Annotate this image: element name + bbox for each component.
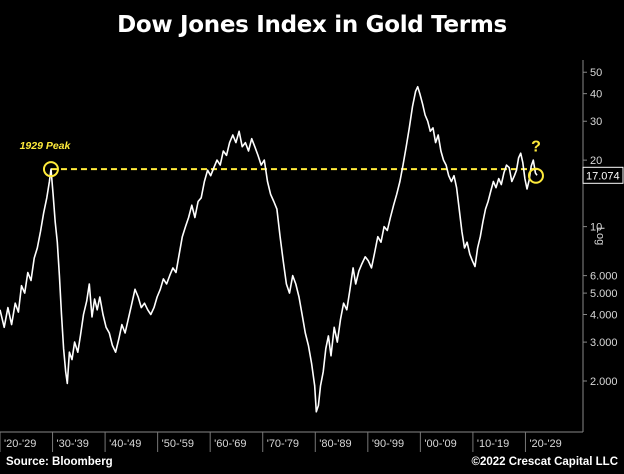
y-tick-label: 50 — [590, 67, 602, 79]
peak-label: 1929 Peak — [20, 140, 72, 152]
x-tick-label: '00-'09 — [424, 438, 456, 450]
y-tick-label: 2.000 — [590, 376, 618, 388]
x-tick-label: '30-'39 — [57, 438, 89, 450]
x-tick-label: '60-'69 — [214, 438, 246, 450]
y-tick-label: 5.000 — [590, 288, 618, 300]
y-tick-label: 3.000 — [590, 337, 618, 349]
copyright-note: ©2022 Crescat Capital LLC — [471, 456, 618, 468]
x-axis: '20-'29 '30-'39 '40-'49 '50-'59 '60-'69 '70-'… — [0, 431, 583, 452]
y-tick-label: 6.000 — [590, 271, 618, 283]
x-tick-label: '20-'29 — [4, 438, 36, 450]
last-value-label: 17.074 — [586, 170, 620, 182]
chart-title: Dow Jones Index in Gold Terms — [117, 12, 507, 38]
x-tick-label: '80-'89 — [319, 438, 351, 450]
y-tick-label: 30 — [590, 116, 602, 128]
x-tick-label: '70-'79 — [267, 438, 299, 450]
question-mark-label: ? — [531, 139, 541, 156]
x-tick-label: '40-'49 — [109, 438, 141, 450]
source-note: Source: Bloomberg — [6, 456, 113, 468]
current-marker — [527, 167, 544, 184]
y-axis: 2.000 3.000 4.000 5.000 6.000 10 20 30 40 50 — [582, 60, 618, 432]
last-value-box — [582, 166, 624, 184]
y-tick-label: 10 — [590, 222, 602, 234]
peak-marker-1929 — [42, 161, 59, 178]
x-tick-label: '10-'19 — [477, 438, 509, 450]
y-tick-label: 20 — [590, 155, 602, 167]
y-tick-label: 40 — [590, 89, 602, 101]
series-line — [0, 85, 538, 413]
y-axis-log-label: Log — [594, 227, 606, 245]
x-tick-label: '20-'29 — [529, 438, 561, 450]
y-tick-label: 4.000 — [590, 310, 618, 322]
x-tick-label: '90-'99 — [372, 438, 404, 450]
x-tick-label: '50-'59 — [162, 438, 194, 450]
